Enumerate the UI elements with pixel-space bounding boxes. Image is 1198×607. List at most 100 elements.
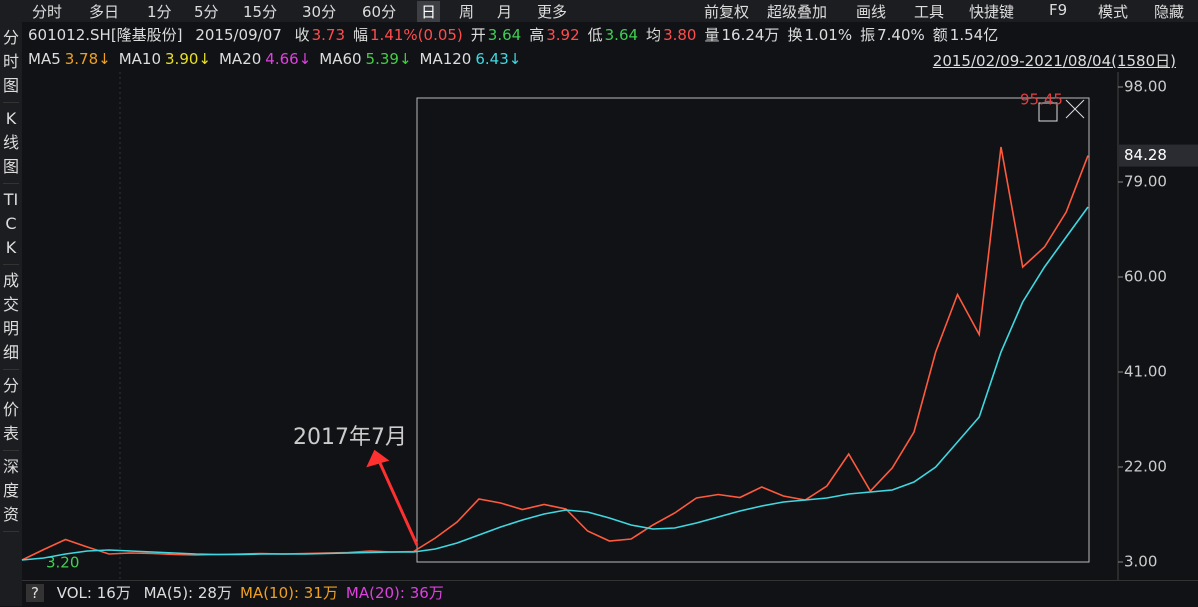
info-item: 均 3.80: [646, 26, 696, 44]
sidebar: 分时图 K线图 TICK 成交明细 分价表 深度资: [0, 22, 22, 606]
y-tick-label: 98.00: [1124, 78, 1167, 96]
side-tab[interactable]: TICK: [3, 184, 19, 265]
info-label: 幅: [353, 26, 369, 44]
chart: 2017年7月 95.45 3.20 98.00 79.00 60.00 41.00 2…: [21, 72, 1198, 580]
ma-value: 4.66↓: [265, 50, 312, 68]
tab[interactable]: 15分: [243, 3, 278, 21]
info-label: 换: [787, 26, 803, 44]
y-tick-label: 3.00: [1124, 553, 1157, 571]
side-tab[interactable]: K线图: [3, 103, 19, 184]
tab[interactable]: 5分: [194, 3, 219, 21]
plot-bg: [22, 72, 1118, 580]
ma-value: 5.39↓: [365, 50, 412, 68]
tab[interactable]: 多日: [89, 3, 120, 21]
y-tick-label: 60.00: [1124, 268, 1167, 286]
stock-code: 601012.SH[隆基股份]: [28, 26, 183, 44]
box-icon[interactable]: [1038, 102, 1058, 122]
info-value: 3.64: [604, 26, 639, 44]
ma-item: MA10 3.90↓: [119, 50, 211, 68]
y-tick-label: 22.00: [1124, 458, 1167, 476]
side-tab[interactable]: 成交明细: [3, 265, 19, 370]
vol-text: VOL: 16万: [56, 584, 131, 602]
tool-button[interactable]: 超级叠加: [767, 3, 828, 21]
info-value: 3.92: [546, 26, 580, 44]
y-tick-label: 41.00: [1124, 363, 1167, 381]
selection-box: [416, 97, 1090, 563]
tool-button[interactable]: 工具: [914, 3, 945, 21]
info-item: 开 3.64: [471, 26, 521, 44]
tool-button[interactable]: 快捷键: [969, 3, 1015, 21]
info-label: 均: [646, 26, 662, 44]
side-tab[interactable]: 深度资: [3, 451, 19, 532]
info-item: 高 3.92: [529, 26, 579, 44]
ma-name: MA120: [419, 50, 472, 68]
price-line: [21, 206, 1089, 561]
vol-ma: MA(5): 28万: [143, 584, 232, 602]
last-price-box: [1119, 144, 1198, 167]
ma-name: MA20: [218, 50, 262, 68]
toolbar: 分时 多日 1分 5分 15分 30分 60分 日周 月 更多 前复权 超级叠加 画线 工具 快捷键 F9 模式…: [0, 0, 1198, 22]
info-value: 1.41%(0.05): [370, 26, 463, 44]
info-label: 开: [470, 26, 486, 44]
tool-button[interactable]: 隐藏: [1154, 3, 1185, 21]
tool-button[interactable]: F9: [1049, 1, 1068, 19]
low-label: 3.20: [46, 554, 79, 572]
tab[interactable]: 周: [459, 3, 475, 21]
info-item: 收 3.73: [295, 26, 345, 44]
ma-item: MA120 6.43↓: [420, 50, 522, 68]
ma-legend: MA5 3.78↓ MA10 3.90↓ MA20 4.66↓ MA60 5.39↓ MA120…: [28, 50, 529, 68]
info-value: 3.64: [487, 26, 522, 44]
price-line: [21, 146, 1089, 561]
info-label: 低: [587, 26, 603, 44]
vol-ma: MA(20): 36万: [345, 584, 444, 602]
info-value: 16.24万: [721, 26, 780, 44]
tab[interactable]: 60分: [362, 3, 397, 21]
info-value: 3.73: [311, 26, 345, 44]
ma-name: MA10: [118, 50, 162, 68]
ma-name: MA60: [319, 50, 362, 68]
tab[interactable]: 1分: [147, 3, 172, 21]
ma-item: MA60 5.39↓: [319, 50, 411, 68]
y-tick-label: 79.00: [1124, 173, 1167, 191]
info-item: 幅 1.41%(0.05): [353, 26, 463, 44]
tool-button[interactable]: 画线: [856, 3, 887, 21]
ma-value: 3.78↓: [64, 50, 111, 68]
info-item: 振 7.40%: [860, 26, 925, 44]
volume-bar: ? VOL: 16万 MA(5): 28万 MA(10): 31万 MA(20): …: [22, 580, 1198, 607]
date-range[interactable]: 2015/02/09-2021/08/04(1580日): [932, 52, 1176, 70]
info-item: 换 1.01%: [787, 26, 852, 44]
tab[interactable]: 30分: [302, 3, 337, 21]
tool-button[interactable]: 前复权: [704, 3, 750, 21]
tab[interactable]: 日: [417, 1, 441, 22]
last-price-label: 84.28: [1124, 146, 1167, 164]
info-label: 振: [860, 26, 876, 44]
help[interactable]: ?: [26, 584, 44, 602]
info-label: 量: [704, 26, 720, 44]
info-value: 7.40%: [877, 26, 925, 44]
info-label: 额: [932, 26, 948, 44]
side-tab[interactable]: 分价表: [3, 370, 19, 451]
tab[interactable]: 月: [497, 3, 513, 21]
ma-value: 6.43↓: [475, 50, 522, 68]
info-value: 1.01%: [804, 26, 853, 44]
ma-name: MA5: [28, 50, 61, 68]
info-item: 额 1.54亿: [933, 26, 998, 44]
info-item: 量 16.24万: [704, 26, 779, 44]
tool-button[interactable]: 模式: [1098, 3, 1129, 21]
high-label: 95.45: [1020, 91, 1063, 109]
info-label: 高: [529, 26, 545, 44]
callout: 2017年7月: [293, 425, 407, 450]
info-value: 3.80: [663, 26, 697, 44]
tab[interactable]: 分时: [32, 3, 63, 21]
vol-ma: MA(10): 31万: [239, 584, 338, 602]
info-label: 收: [294, 26, 310, 44]
info-value: 1.54亿: [949, 26, 999, 44]
ma-value: 3.90↓: [165, 50, 211, 68]
info-row: 601012.SH[隆基股份] 2015/09/07 收 3.73 幅 1.41%(0…: [28, 24, 1006, 45]
side-tab[interactable]: 分时图: [3, 22, 19, 103]
info-item: 低 3.64: [588, 26, 638, 44]
close-icon[interactable]: [1065, 99, 1085, 119]
tab[interactable]: 更多: [537, 3, 568, 21]
date: 2015/09/07: [195, 26, 282, 44]
